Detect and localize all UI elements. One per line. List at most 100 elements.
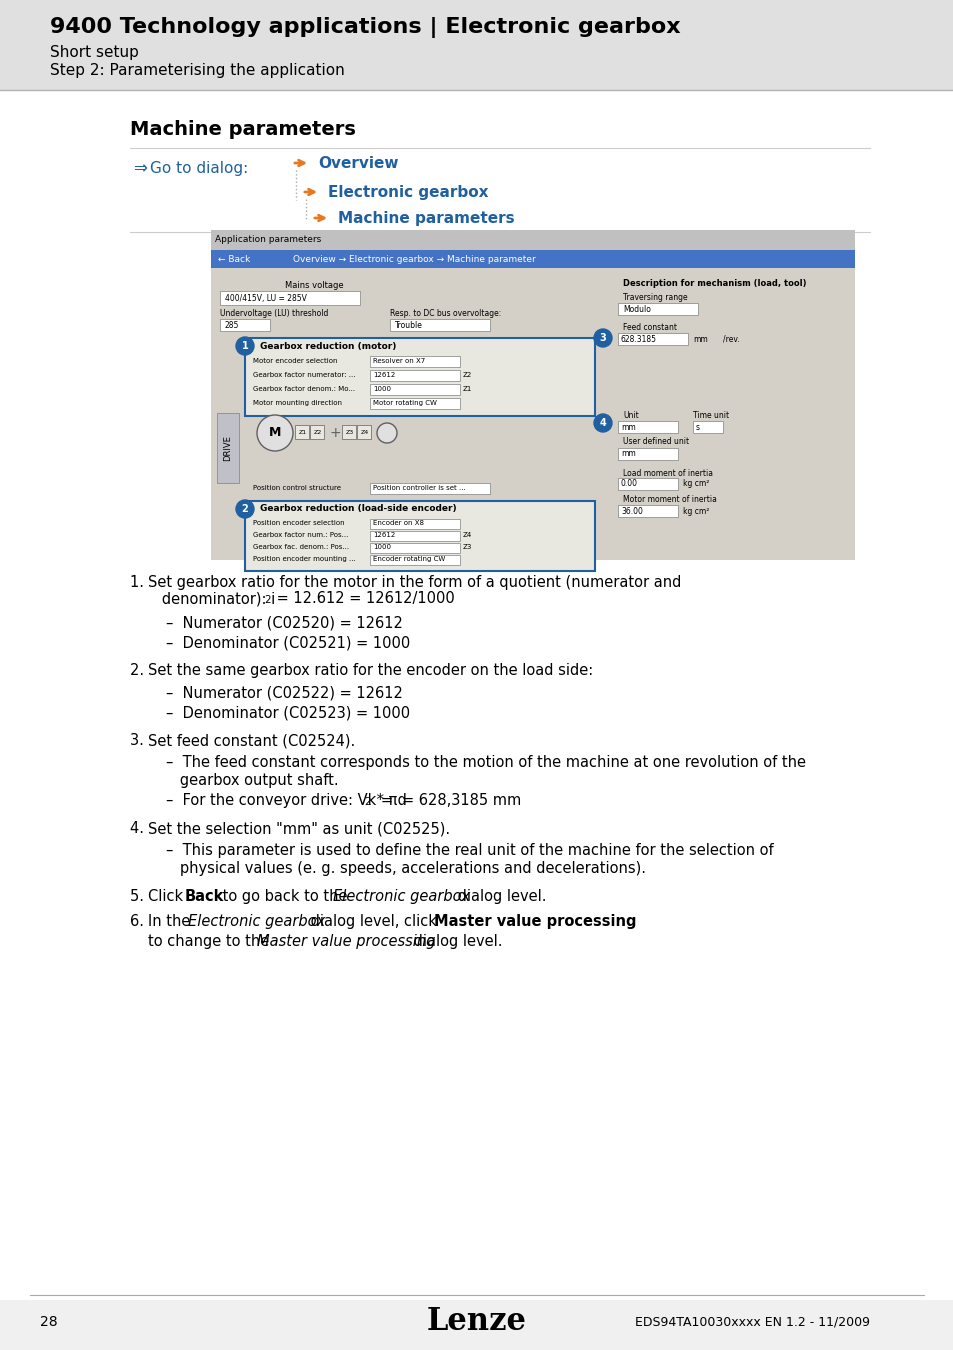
Text: In the: In the xyxy=(148,914,194,929)
Text: Trouble: Trouble xyxy=(395,320,422,329)
Bar xyxy=(245,501,595,571)
Bar xyxy=(618,333,687,346)
Text: Motor mounting direction: Motor mounting direction xyxy=(253,400,341,406)
Text: mm: mm xyxy=(620,423,635,432)
Text: dialog level, click: dialog level, click xyxy=(306,914,441,929)
Bar xyxy=(0,0,953,90)
Bar xyxy=(618,421,678,433)
Bar xyxy=(618,302,698,315)
Text: 28: 28 xyxy=(40,1315,57,1328)
Text: 4: 4 xyxy=(599,418,606,428)
Bar xyxy=(0,90,953,1300)
Bar xyxy=(370,531,459,541)
Text: Gearbox reduction (load-side encoder): Gearbox reduction (load-side encoder) xyxy=(260,505,456,513)
Text: Overview → Electronic gearbox → Machine parameter: Overview → Electronic gearbox → Machine … xyxy=(293,255,536,263)
Text: 9400 Technology applications | Electronic gearbox: 9400 Technology applications | Electroni… xyxy=(50,18,679,39)
Text: Modulo: Modulo xyxy=(622,305,650,313)
Text: 400/415V, LU = 285V: 400/415V, LU = 285V xyxy=(225,293,307,302)
Bar xyxy=(211,250,854,269)
Text: Z3: Z3 xyxy=(462,544,472,549)
Text: User defined unit: User defined unit xyxy=(622,437,688,447)
Bar xyxy=(618,478,678,490)
Text: s: s xyxy=(696,423,700,432)
Text: Resolver on X7: Resolver on X7 xyxy=(373,358,425,364)
Text: Set the same gearbox ratio for the encoder on the load side:: Set the same gearbox ratio for the encod… xyxy=(148,663,593,678)
Text: Application parameters: Application parameters xyxy=(214,235,321,244)
Text: Set the selection "mm" as unit (C02525).: Set the selection "mm" as unit (C02525). xyxy=(148,821,450,836)
Text: dialog level.: dialog level. xyxy=(409,934,502,949)
Bar xyxy=(370,356,459,367)
Text: Machine parameters: Machine parameters xyxy=(130,120,355,139)
Text: mm: mm xyxy=(692,335,707,343)
Text: Z4: Z4 xyxy=(462,532,472,539)
Bar xyxy=(211,230,854,250)
Bar xyxy=(220,292,359,305)
Text: Unit: Unit xyxy=(622,412,639,420)
Bar xyxy=(618,448,678,460)
Text: Gearbox reduction (motor): Gearbox reduction (motor) xyxy=(260,342,395,351)
Bar xyxy=(390,319,490,331)
Text: Mains voltage: Mains voltage xyxy=(285,281,343,289)
Text: Motor encoder selection: Motor encoder selection xyxy=(253,358,337,364)
Text: Gearbox fac. denom.: Pos...: Gearbox fac. denom.: Pos... xyxy=(253,544,349,549)
Text: Description for mechanism (load, tool): Description for mechanism (load, tool) xyxy=(622,278,805,288)
Bar xyxy=(310,425,324,439)
Text: Short setup: Short setup xyxy=(50,45,139,59)
Circle shape xyxy=(594,329,612,347)
Text: Set feed constant (C02524).: Set feed constant (C02524). xyxy=(148,733,355,748)
Text: EDS94TA10030xxxx EN 1.2 - 11/2009: EDS94TA10030xxxx EN 1.2 - 11/2009 xyxy=(635,1315,869,1328)
Text: Position encoder selection: Position encoder selection xyxy=(253,520,344,526)
Text: Encoder rotating CW: Encoder rotating CW xyxy=(373,556,445,562)
Text: –  Denominator (C02521) = 1000: – Denominator (C02521) = 1000 xyxy=(166,634,410,649)
Bar xyxy=(370,543,459,554)
Text: Overview: Overview xyxy=(317,155,398,170)
Text: 2.: 2. xyxy=(130,663,149,678)
Text: –  The feed constant corresponds to the motion of the machine at one revolution : – The feed constant corresponds to the m… xyxy=(166,755,805,770)
Text: 1000: 1000 xyxy=(373,544,391,549)
Bar xyxy=(370,518,459,529)
Text: ⇒: ⇒ xyxy=(132,159,147,177)
Text: Master value processing: Master value processing xyxy=(434,914,636,929)
Text: dialog level.: dialog level. xyxy=(453,890,546,905)
Bar xyxy=(216,413,239,483)
Bar xyxy=(211,250,854,560)
Text: Z3: Z3 xyxy=(346,431,354,436)
Text: Z1: Z1 xyxy=(298,431,307,436)
Text: Click: Click xyxy=(148,890,188,905)
Text: * π = 628,3185 mm: * π = 628,3185 mm xyxy=(372,792,520,809)
Text: Electronic gearbox: Electronic gearbox xyxy=(188,914,325,929)
Circle shape xyxy=(256,414,293,451)
Text: Electronic gearbox: Electronic gearbox xyxy=(328,185,488,200)
Text: Go to dialog:: Go to dialog: xyxy=(150,161,248,176)
Text: Machine parameters: Machine parameters xyxy=(337,211,514,225)
Text: –  Numerator (C02522) = 12612: – Numerator (C02522) = 12612 xyxy=(166,684,402,701)
Text: –  For the conveyor drive: Vk = d: – For the conveyor drive: Vk = d xyxy=(166,792,406,809)
Bar xyxy=(692,421,722,433)
Bar xyxy=(356,425,371,439)
Text: –  Numerator (C02520) = 12612: – Numerator (C02520) = 12612 xyxy=(166,616,402,630)
Text: to change to the: to change to the xyxy=(148,934,274,949)
Bar xyxy=(245,338,595,416)
Text: 3: 3 xyxy=(599,333,606,343)
Bar xyxy=(214,273,604,522)
Bar xyxy=(370,555,459,566)
Text: 12612: 12612 xyxy=(373,532,395,539)
Text: 2: 2 xyxy=(241,504,248,514)
Circle shape xyxy=(594,414,612,432)
Text: 3.: 3. xyxy=(130,733,149,748)
Text: Resp. to DC bus overvoltage:: Resp. to DC bus overvoltage: xyxy=(390,309,500,317)
Text: Electronic gearbox: Electronic gearbox xyxy=(333,890,470,905)
Text: /rev.: /rev. xyxy=(722,335,739,343)
Text: 5.: 5. xyxy=(130,890,149,905)
Text: Motor moment of inertia: Motor moment of inertia xyxy=(622,495,716,505)
Bar xyxy=(613,273,852,404)
Text: Gearbox factor numerator: ...: Gearbox factor numerator: ... xyxy=(253,373,355,378)
Text: 628.3185: 628.3185 xyxy=(620,335,657,343)
Text: to go back to the: to go back to the xyxy=(218,890,352,905)
Text: –  Denominator (C02523) = 1000: – Denominator (C02523) = 1000 xyxy=(166,705,410,720)
Text: Set gearbox ratio for the motor in the form of a quotient (numerator and: Set gearbox ratio for the motor in the f… xyxy=(148,575,680,590)
Text: 36.00: 36.00 xyxy=(620,506,642,516)
Text: Back: Back xyxy=(185,890,224,905)
Bar xyxy=(613,408,852,487)
Bar xyxy=(370,483,490,494)
